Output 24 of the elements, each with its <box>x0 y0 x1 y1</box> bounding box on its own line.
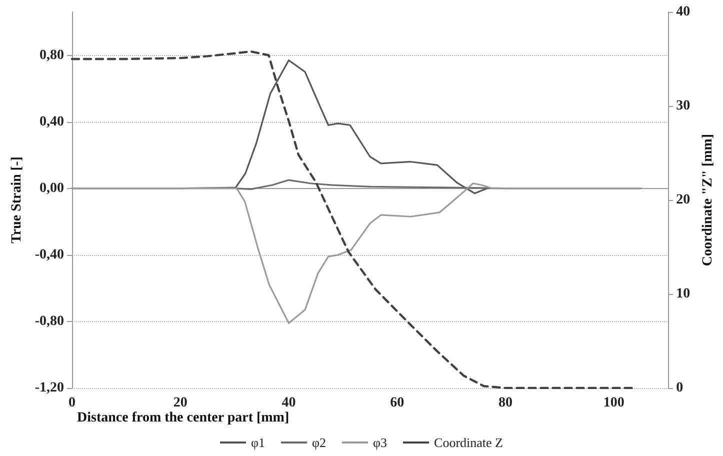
x-axis-title: Distance from the center part [mm] <box>77 410 290 426</box>
y-tick-label: 0,00 <box>40 180 64 196</box>
y-tick-label: -1,20 <box>34 380 64 396</box>
x-tick-label: 40 <box>282 396 296 410</box>
y-tick-label: -0,80 <box>34 314 64 329</box>
legend-label: φ1 <box>251 435 266 450</box>
y2-tick-label: 20 <box>676 192 690 208</box>
y-axis-title: True Strain [-] <box>9 156 24 244</box>
x-tick-label: 0 <box>68 396 76 410</box>
x-tick-label: 60 <box>390 396 404 410</box>
y2-tick-label: 30 <box>676 98 690 114</box>
legend-label: φ3 <box>373 435 388 450</box>
y2-tick-label: 10 <box>676 286 690 302</box>
y2-axis-title: Coordinate "Z" [mm] <box>700 134 716 266</box>
legend-label: Coordinate Z <box>434 435 504 450</box>
x-tick-label: 80 <box>498 396 513 410</box>
legend-label: φ2 <box>312 435 326 450</box>
y-tick-label: -0,40 <box>34 247 64 262</box>
x-tick-label: 20 <box>173 396 188 410</box>
y2-tick-label: 0 <box>676 380 684 396</box>
y-tick-label: 0,40 <box>40 114 64 130</box>
y2-tick-label: 40 <box>676 4 690 20</box>
x-tick-label: 100 <box>603 396 624 410</box>
y-tick-label: 0,80 <box>40 48 64 63</box>
